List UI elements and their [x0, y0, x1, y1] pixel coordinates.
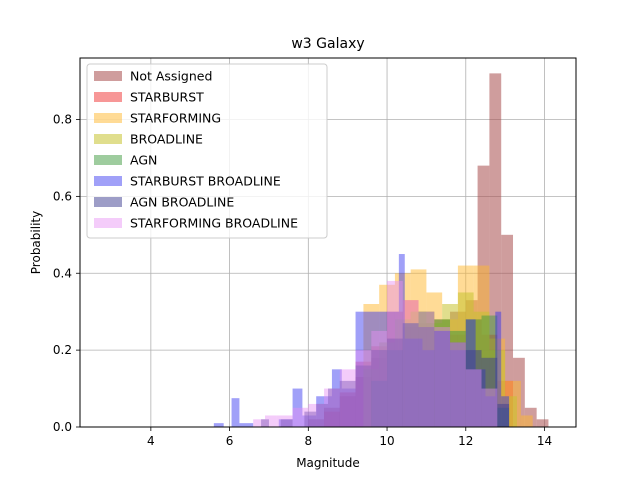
histogram-bar [402, 300, 419, 427]
legend-item: AGN [94, 153, 157, 168]
histogram-bar [231, 398, 240, 427]
series-starforming-broadline [253, 280, 498, 427]
histogram-bar [465, 369, 482, 427]
histogram-bar [371, 350, 388, 427]
histogram-bar [481, 357, 498, 427]
y-tick-label: 0.4 [53, 266, 72, 280]
histogram-bar [505, 396, 517, 427]
legend-item: BROADLINE [94, 132, 203, 147]
histogram-bar [434, 327, 451, 427]
histogram-bar [434, 330, 451, 427]
histogram-bar [465, 350, 482, 427]
legend-label: STARFORMING [130, 111, 221, 126]
legend-label: STARBURST [130, 90, 204, 105]
histogram-bar [371, 330, 388, 427]
legend-label: STARFORMING BROADLINE [130, 216, 298, 231]
legend-swatch [94, 134, 122, 144]
legend-swatch [94, 113, 122, 123]
legend-swatch [94, 218, 122, 228]
legend-item: STARFORMING BROADLINE [94, 216, 298, 231]
histogram-bar [489, 73, 502, 427]
histogram-bar [316, 403, 328, 427]
histogram-bar [324, 388, 340, 427]
histogram-bar [536, 419, 549, 427]
x-tick-label: 12 [458, 434, 473, 448]
histogram-bar [276, 415, 293, 427]
histogram-bar [501, 234, 514, 427]
histogram-bar [497, 403, 510, 427]
histogram-bar [292, 388, 303, 427]
legend-label: BROADLINE [130, 132, 203, 147]
chart-title: w3 Galaxy [291, 36, 364, 52]
axis-ticks: 4 6 8 10 12 14 0.0 0.2 0.4 0.6 0.8 [53, 113, 552, 449]
legend-swatch [94, 71, 122, 81]
legend-item: STARBURST BROADLINE [94, 174, 281, 189]
histogram-bar [481, 388, 498, 427]
histogram-bar [450, 342, 466, 427]
histogram-bar [402, 323, 419, 427]
histogram-bar [355, 350, 372, 427]
histogram-bar [280, 419, 293, 427]
histogram-bar [520, 415, 533, 427]
legend-item: AGN BROADLINE [94, 195, 234, 210]
histogram-bar [450, 342, 466, 427]
legend-swatch [94, 155, 122, 165]
legend-label: AGN [130, 153, 157, 168]
x-tick-label: 6 [226, 434, 234, 448]
histogram-bar [261, 419, 269, 427]
legend-box [86, 63, 328, 239]
y-axis-label: Probability [29, 211, 43, 274]
series-agn-broadline [261, 323, 510, 427]
histogram-bar [339, 369, 356, 427]
histogram-bar [387, 338, 403, 427]
legend-item: Not Assigned [94, 69, 212, 84]
x-axis-label: Magnitude [296, 456, 360, 470]
x-tick-label: 10 [379, 434, 394, 448]
y-tick-label: 0.6 [53, 189, 72, 203]
y-tick-label: 0.0 [53, 420, 72, 434]
histogram-bar [213, 423, 224, 427]
x-tick-label: 4 [147, 434, 155, 448]
histogram-bar [339, 380, 356, 427]
legend-label: Not Assigned [130, 69, 212, 84]
histogram-bar [292, 407, 309, 427]
legend-label: AGN BROADLINE [130, 195, 234, 210]
y-tick-label: 0.2 [53, 343, 72, 357]
legend: Not Assigned STARBURST STARFORMING BROADLIN… [86, 63, 328, 239]
x-tick-label: 8 [304, 434, 312, 448]
legend-item: STARBURST [94, 90, 204, 105]
axes-frame [79, 57, 577, 428]
histogram-bar [495, 311, 502, 427]
histogram-bar [253, 419, 266, 427]
histogram-bar [418, 327, 435, 427]
legend-item: STARFORMING [94, 111, 221, 126]
histogram-bar [387, 280, 403, 427]
histogram-bar [418, 311, 435, 427]
histogram-bars [213, 73, 549, 427]
legend-swatch [94, 92, 122, 102]
histogram-bar [304, 411, 317, 427]
histogram-bar [265, 415, 277, 427]
legend-label: STARBURST BROADLINE [130, 174, 281, 189]
histogram-bar [355, 365, 372, 427]
y-tick-label: 0.8 [53, 113, 72, 127]
histogram-bar [308, 403, 325, 427]
legend-swatch [94, 197, 122, 207]
legend-swatch [94, 176, 122, 186]
histogram-bar [328, 388, 340, 427]
x-tick-label: 14 [537, 434, 552, 448]
histogram-bar [239, 423, 254, 427]
